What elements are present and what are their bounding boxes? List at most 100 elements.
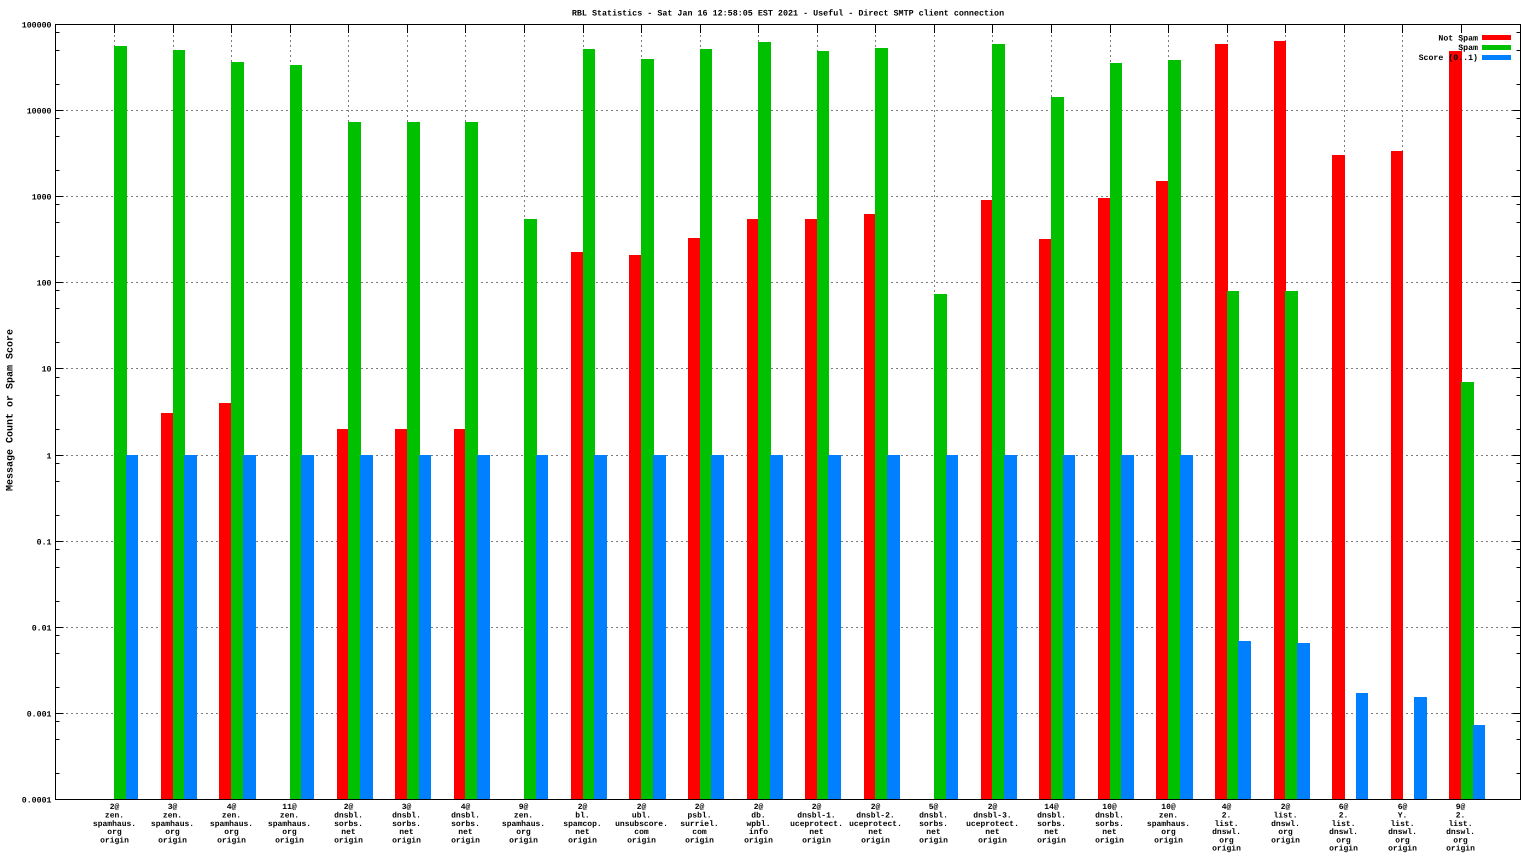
- svg-text:4@: 4@: [1222, 803, 1232, 812]
- svg-text:9@: 9@: [519, 803, 529, 812]
- svg-text:4@: 4@: [227, 803, 237, 812]
- svg-text:spamhaus.: spamhaus.: [502, 820, 545, 829]
- svg-text:dnsbl-1.: dnsbl-1.: [797, 812, 835, 821]
- svg-text:2@: 2@: [988, 803, 998, 812]
- svg-text:dnswl.: dnswl.: [1388, 828, 1417, 837]
- svg-text:uceprotect.: uceprotect.: [790, 820, 843, 829]
- svg-text:org: org: [107, 828, 122, 837]
- svg-text:spamcop.: spamcop.: [563, 820, 601, 829]
- svg-text:10000: 10000: [27, 107, 52, 116]
- svg-text:org: org: [1219, 836, 1234, 845]
- svg-text:dnswl.: dnswl.: [1212, 828, 1241, 837]
- svg-text:100: 100: [37, 279, 52, 288]
- svg-text:net: net: [809, 828, 824, 837]
- svg-text:org: org: [224, 828, 239, 837]
- svg-text:org: org: [1336, 836, 1351, 845]
- svg-text:com: com: [692, 828, 707, 837]
- svg-text:net: net: [985, 828, 1000, 837]
- svg-text:dnswl.: dnswl.: [1329, 828, 1358, 837]
- svg-text:origin: origin: [275, 836, 304, 845]
- svg-text:dnsbl.: dnsbl.: [451, 812, 480, 821]
- svg-text:10@: 10@: [1161, 803, 1176, 812]
- svg-text:10: 10: [42, 365, 52, 374]
- svg-text:2.: 2.: [1456, 812, 1466, 821]
- svg-text:zen.: zen.: [105, 812, 124, 821]
- svg-text:5@: 5@: [929, 803, 939, 812]
- svg-text:org: org: [1161, 828, 1176, 837]
- svg-text:6@: 6@: [1339, 803, 1349, 812]
- svg-text:net: net: [399, 828, 414, 837]
- svg-text:org: org: [282, 828, 297, 837]
- svg-text:zen.: zen.: [163, 812, 182, 821]
- svg-text:2@: 2@: [695, 803, 705, 812]
- svg-text:spamhaus.: spamhaus.: [210, 820, 253, 829]
- svg-text:db.: db.: [751, 812, 765, 821]
- svg-text:6@: 6@: [1398, 803, 1408, 812]
- svg-text:2.: 2.: [1222, 812, 1232, 821]
- svg-text:sorbs.: sorbs.: [1095, 820, 1124, 829]
- svg-text:wpbl.: wpbl.: [746, 820, 770, 829]
- svg-text:spamhaus.: spamhaus.: [1147, 820, 1190, 829]
- svg-text:2@: 2@: [344, 803, 354, 812]
- svg-text:14@: 14@: [1044, 803, 1059, 812]
- svg-text:org: org: [1395, 836, 1410, 845]
- svg-text:2@: 2@: [578, 803, 588, 812]
- svg-text:sorbs.: sorbs.: [919, 820, 948, 829]
- svg-text:2@: 2@: [110, 803, 120, 812]
- svg-text:sorbs.: sorbs.: [334, 820, 363, 829]
- svg-text:zen.: zen.: [222, 812, 241, 821]
- svg-text:sorbs.: sorbs.: [451, 820, 480, 829]
- svg-text:0.01: 0.01: [32, 624, 52, 633]
- svg-text:list.: list.: [1390, 820, 1414, 829]
- svg-text:uceprotect.: uceprotect.: [966, 820, 1019, 829]
- svg-text:origin: origin: [568, 836, 597, 845]
- svg-text:Score (0..1): Score (0..1): [1419, 54, 1478, 63]
- svg-text:3@: 3@: [402, 803, 412, 812]
- svg-text:dnsbl.: dnsbl.: [1037, 812, 1066, 821]
- svg-text:origin: origin: [451, 836, 480, 845]
- svg-text:3@: 3@: [168, 803, 178, 812]
- svg-text:0.1: 0.1: [37, 538, 52, 547]
- svg-text:net: net: [926, 828, 941, 837]
- svg-text:origin: origin: [1212, 845, 1241, 854]
- svg-text:origin: origin: [1271, 836, 1300, 845]
- svg-text:2@: 2@: [754, 803, 764, 812]
- svg-text:org: org: [1278, 828, 1293, 837]
- svg-text:RBL Statistics - Sat Jan 16 12: RBL Statistics - Sat Jan 16 12:58:05 EST…: [572, 9, 1004, 19]
- svg-text:0.001: 0.001: [27, 710, 52, 719]
- svg-text:origin: origin: [1329, 845, 1358, 854]
- svg-text:unsubscore.: unsubscore.: [615, 820, 668, 829]
- svg-text:ubl.: ubl.: [632, 812, 651, 821]
- svg-text:100000: 100000: [22, 21, 52, 30]
- svg-text:origin: origin: [392, 836, 421, 845]
- svg-text:origin: origin: [685, 836, 714, 845]
- svg-text:origin: origin: [627, 836, 656, 845]
- svg-text:dnswl.: dnswl.: [1271, 820, 1300, 829]
- svg-text:bl.: bl.: [575, 812, 589, 821]
- svg-text:dnsbl.: dnsbl.: [334, 812, 363, 821]
- svg-text:spamhaus.: spamhaus.: [151, 820, 194, 829]
- svg-text:origin: origin: [1037, 836, 1066, 845]
- svg-text:11@: 11@: [282, 803, 297, 812]
- svg-text:2@: 2@: [812, 803, 822, 812]
- svg-text:0.0001: 0.0001: [22, 796, 52, 805]
- svg-text:net: net: [1044, 828, 1059, 837]
- svg-text:2@: 2@: [871, 803, 881, 812]
- svg-text:Not Spam: Not Spam: [1438, 34, 1478, 43]
- svg-text:list.: list.: [1448, 820, 1472, 829]
- svg-text:origin: origin: [334, 836, 363, 845]
- svg-text:1000: 1000: [32, 193, 52, 202]
- svg-text:2@: 2@: [1281, 803, 1291, 812]
- svg-text:10@: 10@: [1102, 803, 1117, 812]
- svg-text:org: org: [516, 828, 531, 837]
- svg-text:Spam: Spam: [1458, 44, 1478, 53]
- svg-text:origin: origin: [919, 836, 948, 845]
- svg-text:com: com: [634, 828, 649, 837]
- svg-text:org: org: [165, 828, 180, 837]
- svg-text:net: net: [341, 828, 356, 837]
- svg-text:Message Count or Spam Score: Message Count or Spam Score: [6, 329, 17, 491]
- svg-text:9@: 9@: [1456, 803, 1466, 812]
- svg-text:uceprotect.: uceprotect.: [849, 820, 902, 829]
- svg-text:sorbs.: sorbs.: [392, 820, 421, 829]
- svg-text:dnswl.: dnswl.: [1446, 828, 1475, 837]
